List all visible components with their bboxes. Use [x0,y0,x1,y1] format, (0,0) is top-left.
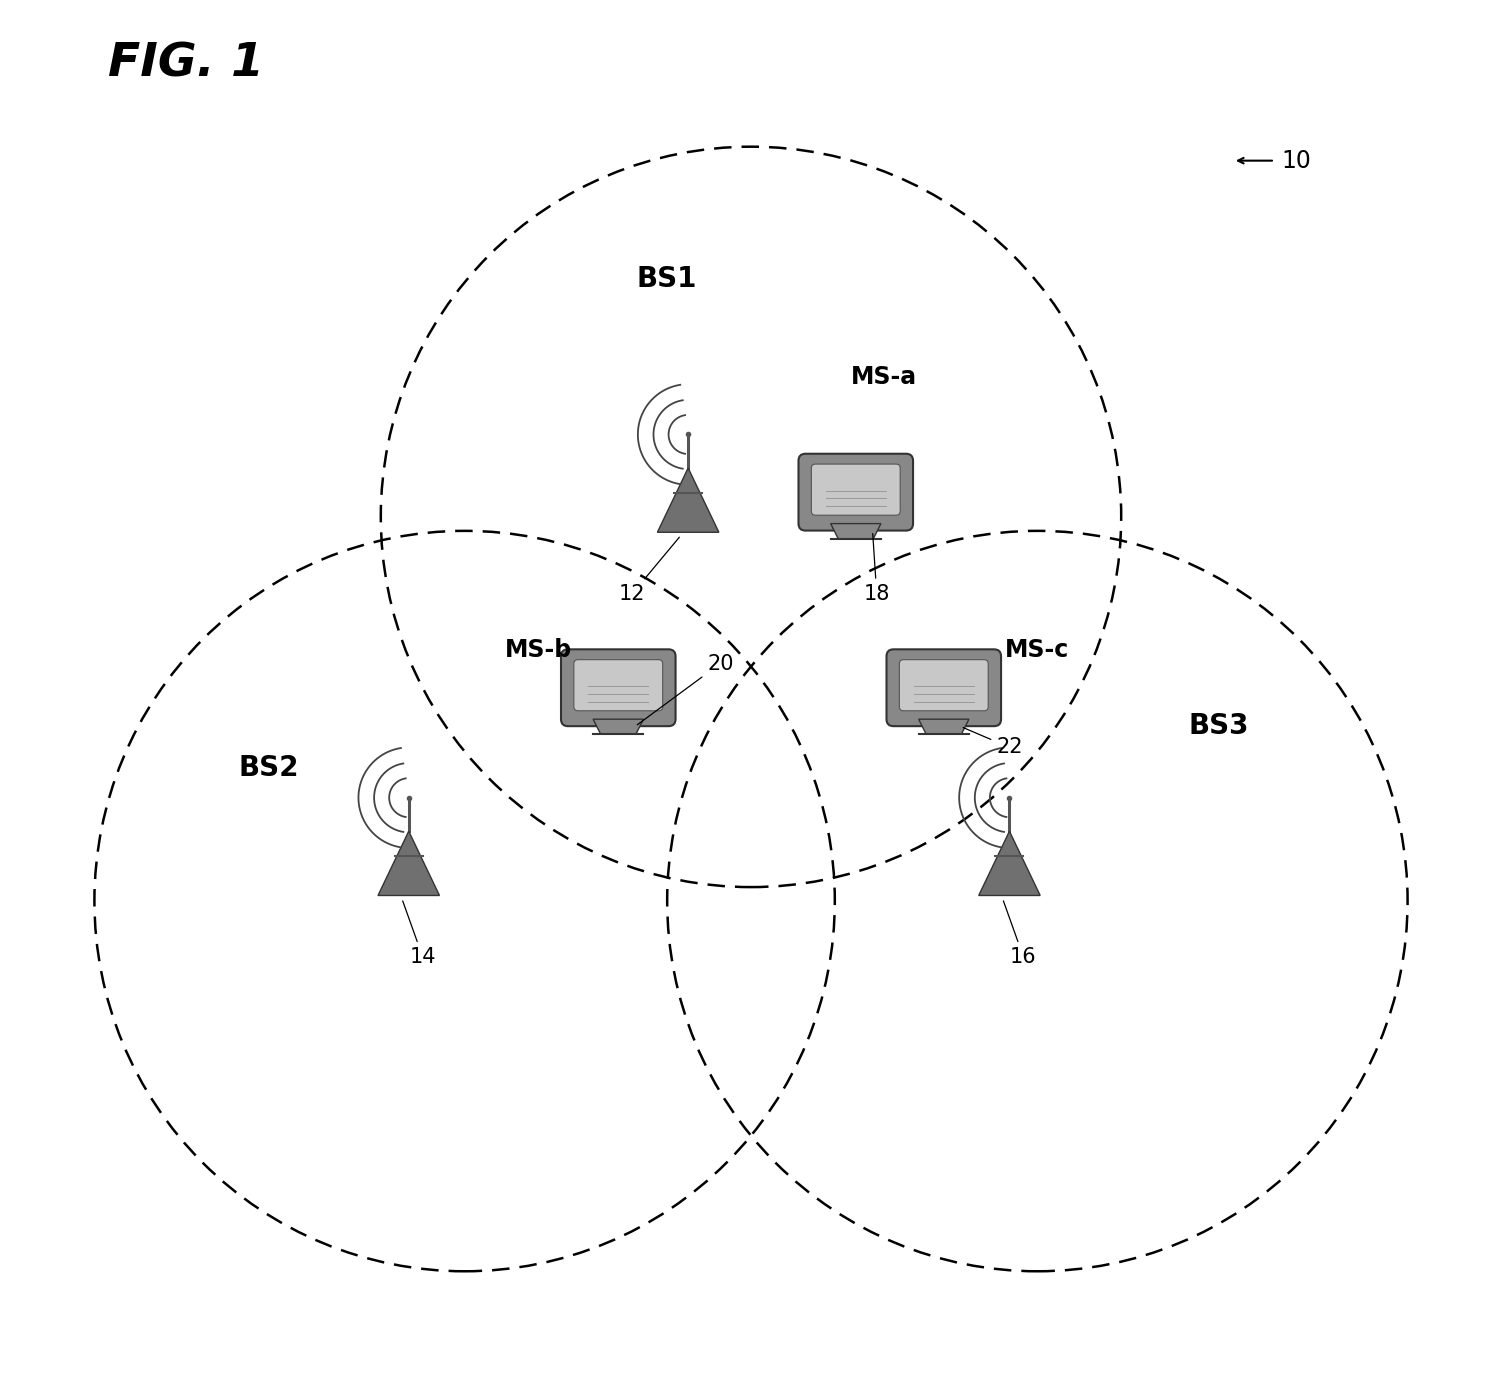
Polygon shape [658,468,719,532]
FancyBboxPatch shape [562,650,676,726]
Polygon shape [979,831,1041,895]
FancyBboxPatch shape [900,659,988,711]
Text: 12: 12 [619,538,679,604]
Text: 18: 18 [864,534,889,604]
Text: MS-b: MS-b [505,637,572,662]
FancyBboxPatch shape [811,464,900,515]
Text: 20: 20 [637,654,733,725]
FancyBboxPatch shape [574,659,662,711]
Text: 16: 16 [1003,901,1036,967]
Text: BS1: BS1 [637,265,697,293]
Polygon shape [831,524,880,539]
Text: BS3: BS3 [1188,712,1250,740]
Text: FIG. 1: FIG. 1 [108,42,264,87]
Text: 22: 22 [963,728,1023,757]
Polygon shape [919,719,969,735]
FancyBboxPatch shape [799,454,913,531]
Text: MS-a: MS-a [850,365,916,390]
Text: 10: 10 [1281,148,1311,173]
Text: MS-c: MS-c [1005,637,1069,662]
FancyBboxPatch shape [886,650,1000,726]
Text: 14: 14 [403,901,436,967]
Text: BS2: BS2 [239,754,299,782]
Polygon shape [593,719,643,735]
Polygon shape [379,831,440,895]
